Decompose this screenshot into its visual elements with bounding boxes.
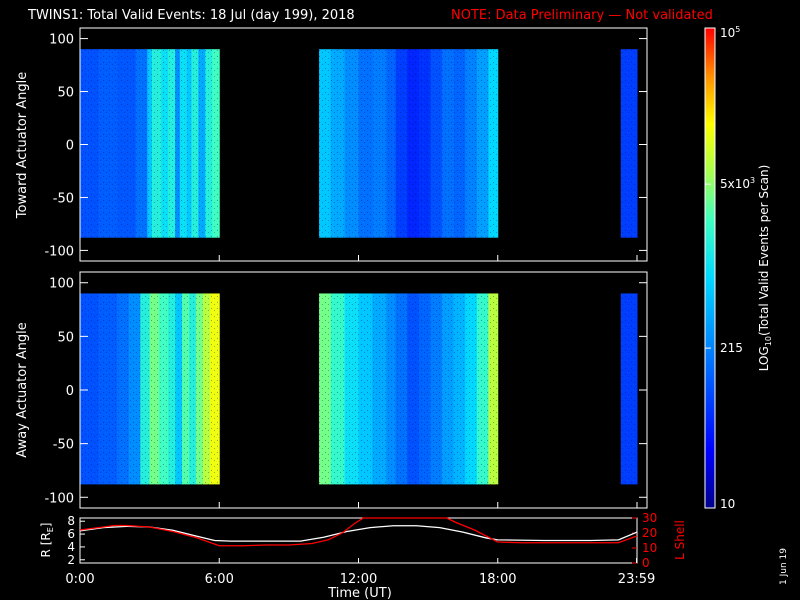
time-tick-label: 23:59	[618, 572, 655, 587]
away-texture	[620, 293, 637, 485]
generation-stamp: 1 Jun 19	[779, 548, 789, 585]
r-tick-label: 2	[67, 553, 75, 567]
l-tick-label: 30	[642, 511, 657, 525]
r-tick-label: 8	[67, 514, 75, 528]
away-y-label: Away Actuator Angle	[15, 322, 30, 457]
x-axis-label: Time (UT)	[327, 586, 392, 600]
away-tick-label: -50	[53, 438, 74, 453]
away-texture	[80, 293, 220, 485]
l-tick-label: 0	[642, 556, 650, 570]
toward-texture	[80, 49, 220, 238]
r-tick-label: 4	[67, 540, 75, 554]
r-tick-label: 6	[67, 527, 75, 541]
toward-tick-label: 50	[57, 86, 74, 101]
colorbar-ticks: 105 5x103 215 10	[705, 25, 755, 511]
toward-panel: 100 50 0 -50 -100 Toward Actuator Angle	[15, 27, 648, 262]
away-texture	[319, 293, 498, 485]
colorbar-label: LOG10(Total Valid Events per Scan)	[757, 165, 773, 372]
toward-texture	[620, 49, 637, 238]
away-tick-label: 0	[66, 384, 74, 399]
away-panel: 100 50 0 -50 -100 Away Actuator Angle	[15, 271, 648, 509]
time-tick-label: 6:00	[205, 572, 234, 587]
colorbar-tick-label: 5x103	[720, 176, 755, 191]
away-tick-label: -100	[44, 491, 74, 506]
l-tick-label: 20	[642, 526, 657, 540]
colorbar-tick-label: 215	[720, 341, 743, 355]
toward-heatmap	[80, 49, 638, 238]
colorbar-tick-label: 10	[720, 497, 735, 511]
preliminary-note: NOTE: Data Preliminary — Not validated	[451, 8, 713, 23]
away-tick-label: 50	[57, 330, 74, 345]
colorbar-tick-label: 105	[720, 25, 740, 40]
toward-y-ticks: 100 50 0 -50 -100	[44, 33, 647, 261]
colorbar-gradient	[704, 27, 716, 509]
l-tick-label: 10	[642, 541, 657, 555]
colorbar: 105 5x103 215 10 LOG10(Total Valid Events p…	[704, 25, 773, 511]
toward-tick-label: 100	[49, 33, 74, 48]
toward-tick-label: -100	[44, 244, 74, 259]
toward-y-label: Toward Actuator Angle	[15, 72, 30, 219]
time-tick-label: 0:00	[65, 572, 94, 587]
toward-tick-label: -50	[53, 191, 74, 206]
toward-tick-label: 0	[66, 139, 74, 154]
r-axis-label: R [RE]	[39, 523, 55, 558]
away-tick-label: 100	[49, 277, 74, 292]
chart-title: TWINS1: Total Valid Events: 18 Jul (day …	[27, 8, 355, 23]
l-shell-series-line	[79, 517, 638, 547]
time-tick-label: 18:00	[479, 572, 516, 587]
time-tick-label: 12:00	[340, 572, 377, 587]
away-heatmap	[80, 293, 638, 485]
l-shell-axis-label: L Shell	[673, 520, 687, 560]
r-series-line	[79, 525, 638, 542]
away-y-ticks: 100 50 0 -50 -100	[44, 277, 647, 508]
toward-texture	[319, 49, 498, 238]
